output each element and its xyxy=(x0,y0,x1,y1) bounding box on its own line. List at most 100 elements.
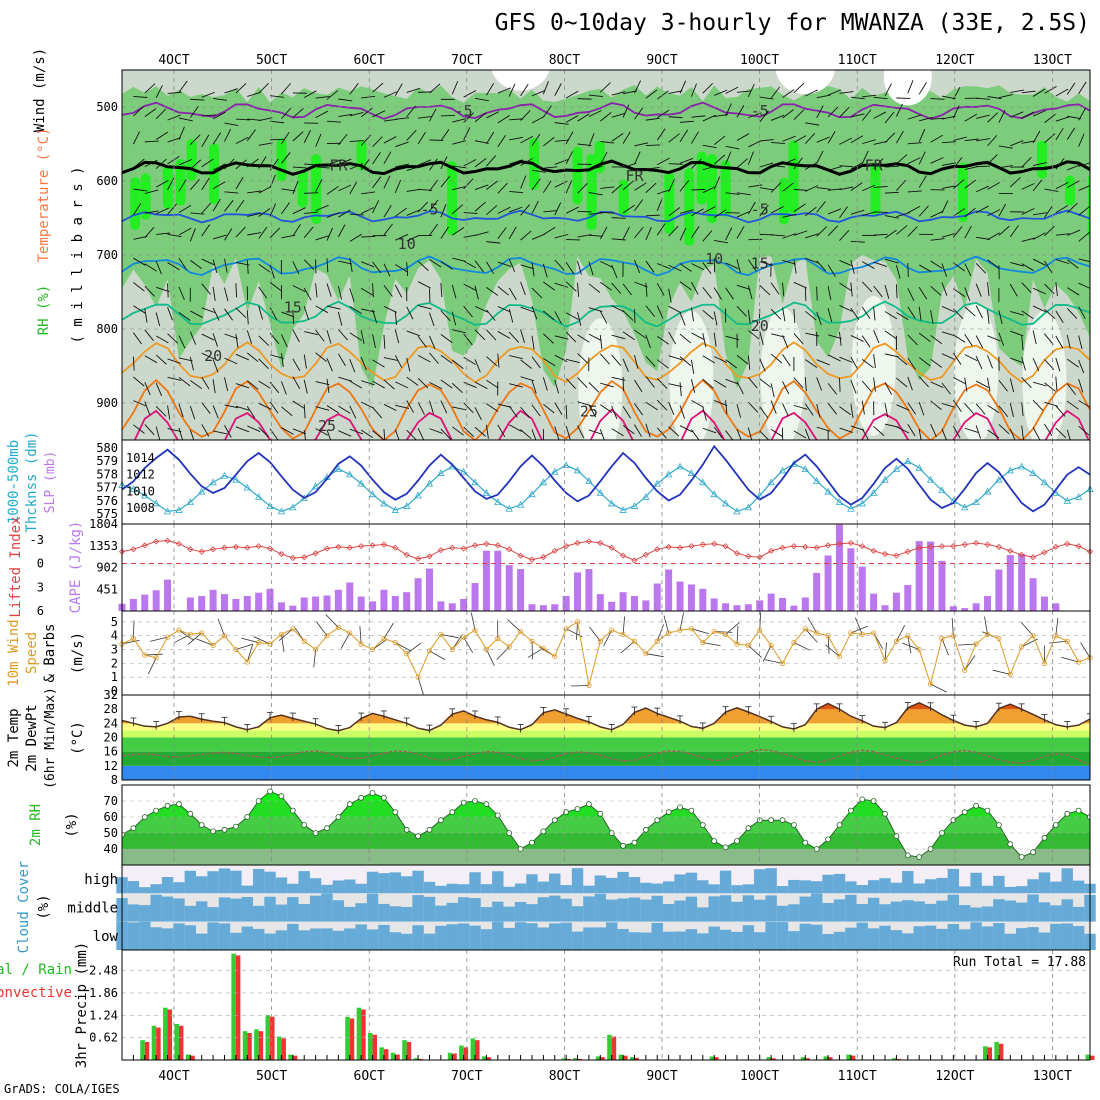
cloud-cell xyxy=(947,924,960,950)
wind-barb xyxy=(315,204,329,212)
x-tick-top: 5OCT xyxy=(256,53,287,68)
wind-barb xyxy=(509,383,523,388)
cloud-cell xyxy=(1015,928,1028,950)
precip-total-bar xyxy=(368,1032,373,1060)
thickness-point xyxy=(1040,478,1049,486)
wind-barb xyxy=(770,86,780,99)
wind10m-barb xyxy=(187,632,202,645)
li-point xyxy=(881,550,889,558)
isotherm-label: FR xyxy=(865,157,884,175)
wind-barb xyxy=(930,260,943,269)
wind-barb xyxy=(702,406,707,421)
cloud-cell xyxy=(651,883,663,894)
wind-barb xyxy=(634,281,648,288)
cloud-cell xyxy=(993,923,1005,950)
wind-barb xyxy=(132,131,141,145)
wind-barb xyxy=(1066,400,1079,410)
cloud-cell xyxy=(457,923,470,950)
wind10m-point xyxy=(871,630,877,636)
wind-barb xyxy=(542,377,548,391)
wind-barb xyxy=(998,424,1010,435)
wind-barb xyxy=(235,176,244,190)
wind-barb xyxy=(303,379,308,394)
wind10m-point xyxy=(153,655,159,661)
wind-barb xyxy=(588,165,603,171)
wind-barb xyxy=(884,258,899,264)
rh-tick: 40 xyxy=(104,842,118,856)
wind-barb xyxy=(953,288,966,297)
precip-conv-bar xyxy=(144,1041,150,1060)
isotherm xyxy=(122,255,1090,277)
wind-barb xyxy=(361,191,376,195)
wind-barb xyxy=(395,404,410,409)
wind10m-barb xyxy=(570,685,589,687)
cloud-cell xyxy=(207,871,219,894)
wind-barb xyxy=(736,284,751,290)
wind-barb xyxy=(827,208,842,215)
wind-barb xyxy=(987,182,1000,190)
wind-barb xyxy=(782,260,797,265)
wind-barb xyxy=(850,403,854,418)
wind-barb xyxy=(782,109,794,119)
precip-conv-bar xyxy=(611,1036,617,1060)
temp-line xyxy=(122,701,1090,732)
wind-barb xyxy=(679,157,694,164)
wind-barb xyxy=(543,310,555,321)
wind-barb xyxy=(805,233,819,239)
cape-bar xyxy=(198,596,206,611)
cloud-cell xyxy=(583,885,595,894)
wind-barb xyxy=(884,132,896,143)
thickness-point xyxy=(437,469,445,476)
rh-core xyxy=(958,162,969,223)
x-tick-top: 13OCT xyxy=(1033,53,1072,68)
wind-barb xyxy=(144,83,156,94)
wind10m-barb xyxy=(884,642,887,661)
wind-barb xyxy=(656,359,669,369)
wind-barb xyxy=(702,333,707,347)
cape-bar xyxy=(892,592,900,611)
thickness-point xyxy=(995,475,1003,483)
wind-barb xyxy=(747,201,756,215)
wind-barb xyxy=(1032,287,1047,295)
precip-total-bar xyxy=(276,1036,282,1060)
rh-point xyxy=(802,839,809,846)
wind-barb xyxy=(964,225,972,239)
precip-conv-bar xyxy=(623,1055,628,1060)
wind-barb xyxy=(531,404,541,417)
precip-total-bar xyxy=(823,1056,829,1060)
wind-barb xyxy=(770,114,785,121)
wind-barb xyxy=(383,403,397,412)
wind-barb xyxy=(292,310,295,325)
wind-barb xyxy=(645,305,656,317)
cloud-cell xyxy=(332,880,345,894)
li-point xyxy=(733,550,741,557)
wind-barb xyxy=(793,377,804,389)
wind-barb xyxy=(873,261,888,268)
temp-tick: 16 xyxy=(104,745,118,759)
wind-barb xyxy=(292,261,300,275)
wind-barb xyxy=(178,403,184,418)
cloud-cell xyxy=(674,874,686,894)
wind-barb xyxy=(577,182,588,194)
wind-barb xyxy=(258,208,271,217)
cloud-cell xyxy=(264,896,276,922)
li-point xyxy=(984,541,991,548)
thickness-point xyxy=(858,499,866,507)
wind-barb xyxy=(793,135,807,143)
wind-barb xyxy=(190,159,202,170)
wind-barb xyxy=(668,163,683,165)
rh-point xyxy=(1018,854,1025,860)
wind-barb xyxy=(543,358,556,367)
isotherm xyxy=(122,209,1090,224)
cloud-cell xyxy=(1027,927,1039,950)
cape-bar xyxy=(665,569,673,611)
wind-barb xyxy=(565,312,579,320)
rh-band xyxy=(122,849,1090,865)
wind-barb xyxy=(1044,308,1056,319)
wind10m-point xyxy=(438,631,444,637)
wind10m-barb xyxy=(253,636,271,645)
cloud-cell xyxy=(640,899,652,922)
rh-core xyxy=(356,140,367,171)
wind-barb xyxy=(349,163,363,170)
wind-barb xyxy=(656,399,668,411)
